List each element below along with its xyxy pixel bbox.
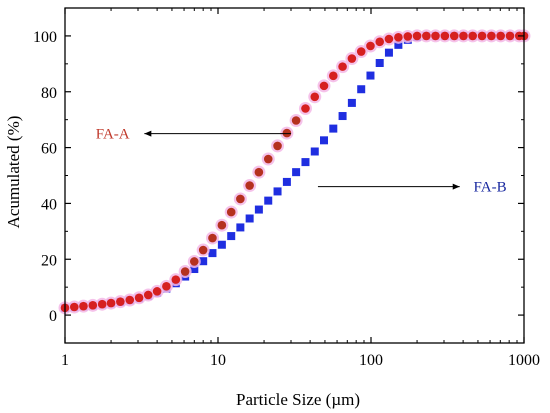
x-tick-label: 1 bbox=[61, 352, 69, 369]
fa-a-point bbox=[356, 47, 366, 56]
fa-a-point bbox=[236, 194, 245, 204]
fa-b-point bbox=[264, 196, 273, 205]
fa-a-point bbox=[180, 267, 190, 276]
fa-a-point bbox=[394, 33, 403, 42]
fa-a-point bbox=[69, 302, 79, 312]
fa-a-point bbox=[152, 287, 162, 296]
fa-a-point bbox=[403, 32, 413, 41]
fa-b-point bbox=[320, 136, 329, 145]
fa-b-point bbox=[245, 214, 254, 223]
fa-b-point bbox=[208, 249, 217, 258]
y-tick-label: 40 bbox=[41, 196, 57, 213]
fa-a-point bbox=[468, 31, 477, 41]
y-axis-label: Acumulated (%) bbox=[4, 116, 23, 229]
fa-b-point bbox=[347, 98, 356, 107]
fa-a-point bbox=[422, 31, 431, 41]
fa-a-point bbox=[375, 37, 385, 47]
fa-b-point bbox=[394, 40, 403, 49]
fa-b-point bbox=[338, 112, 347, 121]
fa-a-label: FA-A bbox=[96, 127, 130, 143]
fa-a-point bbox=[88, 301, 98, 310]
y-tick-label: 80 bbox=[41, 85, 57, 102]
fa-b-point bbox=[310, 147, 319, 156]
fa-a-point bbox=[282, 128, 292, 138]
fa-a-point bbox=[263, 154, 273, 164]
fa-a-point bbox=[487, 31, 496, 41]
fa-a-point bbox=[245, 181, 254, 190]
fa-a-point bbox=[226, 207, 236, 217]
fa-a-point bbox=[291, 116, 301, 125]
fa-a-point bbox=[328, 71, 338, 81]
y-tick-label: 20 bbox=[41, 252, 57, 269]
fa-b-label: FA-B bbox=[474, 180, 507, 196]
fa-b-point bbox=[227, 232, 236, 241]
y-tick-label: 100 bbox=[33, 29, 57, 46]
fa-a-point bbox=[366, 41, 375, 51]
y-tick-label: 60 bbox=[41, 141, 57, 158]
fa-a-point bbox=[319, 81, 329, 91]
fa-a-point bbox=[347, 54, 357, 63]
fa-a-point bbox=[496, 31, 505, 41]
fa-a-point bbox=[97, 299, 107, 309]
x-tick-label: 10 bbox=[210, 352, 226, 369]
fa-a-point bbox=[79, 301, 88, 311]
y-tick-label: 0 bbox=[49, 308, 57, 325]
series-fa-b-markers bbox=[61, 31, 528, 313]
fa-a-point bbox=[449, 31, 459, 41]
fa-b-point bbox=[217, 240, 226, 249]
fa-b-point bbox=[236, 223, 245, 232]
fa-b-point bbox=[384, 48, 393, 57]
fa-a-point bbox=[143, 290, 153, 300]
fa-a-point bbox=[208, 233, 217, 243]
annotations: FA-A FA-B bbox=[96, 127, 507, 196]
fa-a-point bbox=[190, 257, 199, 266]
fa-b-point bbox=[357, 85, 366, 94]
fa-b-point bbox=[329, 124, 338, 133]
fa-a-point bbox=[310, 92, 320, 102]
fa-a-point bbox=[440, 31, 450, 41]
fa-a-point bbox=[254, 167, 264, 177]
fa-b-point bbox=[254, 205, 263, 214]
fa-a-point bbox=[171, 275, 181, 284]
fa-a-point bbox=[301, 104, 310, 113]
x-tick-label: 100 bbox=[359, 352, 383, 369]
fa-a-point bbox=[134, 293, 144, 303]
fa-b-point bbox=[366, 71, 375, 80]
fa-a-point bbox=[384, 34, 394, 44]
fa-a-point bbox=[198, 245, 208, 255]
fa-a-point bbox=[116, 297, 125, 306]
fa-b-point bbox=[190, 265, 199, 274]
series-fa-a-markers bbox=[58, 29, 531, 315]
fa-a-point bbox=[431, 31, 440, 41]
fa-a-point bbox=[477, 31, 487, 41]
x-axis-label: Particle Size (µm) bbox=[236, 390, 360, 409]
fa-a-point bbox=[217, 220, 227, 230]
fa-a-point bbox=[505, 31, 515, 41]
fa-b-point bbox=[199, 257, 208, 266]
fa-b-point bbox=[375, 58, 384, 67]
axes: 0 20 40 60 80 100 1 10 100 1000 bbox=[33, 7, 540, 369]
fa-b-point bbox=[292, 168, 301, 177]
fa-a-point bbox=[412, 31, 422, 41]
x-tick-label: 1000 bbox=[508, 352, 540, 369]
fa-b-point bbox=[282, 177, 291, 186]
fa-b-point bbox=[273, 187, 282, 196]
fa-a-point bbox=[459, 31, 468, 41]
fa-a-point bbox=[162, 282, 171, 291]
fa-a-point bbox=[106, 298, 116, 308]
fa-a-point bbox=[273, 141, 282, 151]
fa-a-point bbox=[338, 62, 347, 71]
fa-a-point bbox=[125, 295, 135, 305]
fa-b-point bbox=[301, 158, 310, 167]
